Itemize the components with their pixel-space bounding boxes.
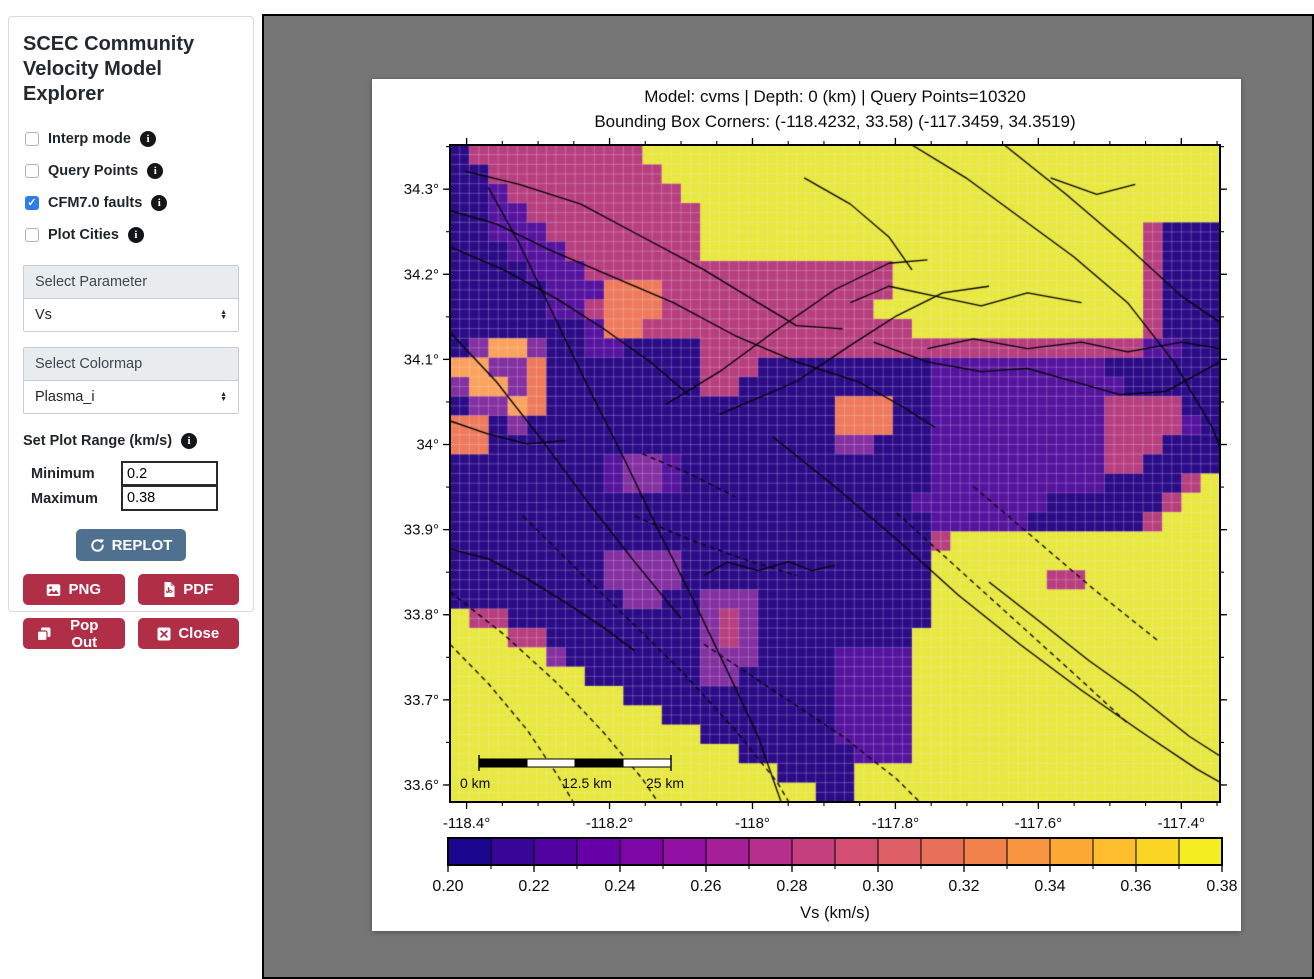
plot-stage: Model: cvms | Depth: 0 (km) | Query Poin… [262,14,1314,979]
colormap-select[interactable]: Select Colormap Plasma_i ▲ ▼ [23,347,239,414]
close-label: Close [178,625,220,642]
svg-text:0.32: 0.32 [948,878,979,895]
interp-mode-checkbox[interactable] [25,132,39,146]
pdf-button[interactable]: PDF [137,574,239,605]
cfm-faults-checkbox[interactable] [25,196,39,210]
figure: Model: cvms | Depth: 0 (km) | Query Poin… [372,79,1241,931]
svg-text:0.22: 0.22 [518,878,549,895]
svg-text:33.9°: 33.9° [404,522,439,539]
svg-text:-118°: -118° [735,815,770,832]
svg-text:0.38: 0.38 [1206,878,1237,895]
query-points-label: Query Points [48,163,139,179]
colormap-select-header: Select Colormap [24,348,238,381]
query-points-checkbox[interactable] [25,164,39,178]
png-button[interactable]: PNG [23,574,125,605]
colormap-select-value[interactable]: Plasma_i ▲ ▼ [24,381,238,413]
svg-text:0.34: 0.34 [1034,878,1065,895]
replot-label: REPLOT [111,536,173,554]
file-pdf-icon [164,582,175,597]
svg-text:34.2°: 34.2° [404,266,439,283]
maximum-label: Maximum [31,490,98,507]
colormap-selected: Plasma_i [35,389,95,405]
svg-text:0.28: 0.28 [776,878,807,895]
select-arrows-icon: ▲ ▼ [220,391,227,403]
svg-text:33.7°: 33.7° [404,692,439,709]
pop-out-label: Pop Out [70,616,99,651]
svg-text:-118.4°: -118.4° [443,815,490,832]
svg-text:-117.4°: -117.4° [1158,815,1205,832]
cfm-faults-label: CFM7.0 faults [48,195,143,211]
select-arrows-icon: ▲ ▼ [220,309,227,321]
maximum-row: Maximum [31,486,239,511]
plot-title-line2: Bounding Box Corners: (-118.4232, 33.58)… [594,112,1076,131]
close-button[interactable]: Close [137,618,239,649]
png-label: PNG [68,581,101,598]
info-icon[interactable]: i [127,227,144,243]
info-icon[interactable]: i [147,163,164,179]
app-title: SCEC Community Velocity Model Explorer [23,33,195,105]
plot-title-line1: Model: cvms | Depth: 0 (km) | Query Poin… [644,87,1026,106]
checkbox-row-plot-cities[interactable]: Plot Cities i [25,227,239,243]
svg-text:0.24: 0.24 [604,878,635,895]
info-icon[interactable]: i [139,131,156,147]
interp-mode-label: Interp mode [48,131,131,147]
parameter-select[interactable]: Select Parameter Vs ▲ ▼ [23,265,239,332]
pop-out-button[interactable]: Pop Out [23,616,125,651]
minimum-row: Minimum [31,461,239,486]
replot-button[interactable]: REPLOT [75,529,187,561]
svg-text:34.3°: 34.3° [404,181,439,198]
svg-text:Vs (km/s): Vs (km/s) [800,904,870,922]
svg-text:33.8°: 33.8° [404,607,439,624]
checkbox-row-interp-mode[interactable]: Interp mode i [25,131,239,147]
plot-range-heading: Set Plot Range (km/s) i [23,433,239,449]
svg-text:-118.2°: -118.2° [586,815,633,832]
svg-text:33.6°: 33.6° [404,777,439,794]
info-icon[interactable]: i [151,195,168,211]
info-icon[interactable]: i [181,433,198,449]
checkbox-row-query-points[interactable]: Query Points i [25,163,239,179]
svg-text:0.26: 0.26 [690,878,721,895]
parameter-selected: Vs [35,307,52,323]
checkbox-row-cfm-faults[interactable]: CFM7.0 faults i [25,195,239,211]
clone-icon [37,627,51,641]
pdf-label: PDF [183,581,214,598]
minimum-input[interactable] [121,461,218,486]
plot-cities-label: Plot Cities [48,227,119,243]
parameter-select-header: Select Parameter [24,266,238,299]
svg-text:34.1°: 34.1° [404,351,439,368]
parameter-select-value[interactable]: Vs ▲ ▼ [24,299,238,331]
plot-cities-checkbox[interactable] [25,228,39,242]
plot-range-label: Set Plot Range (km/s) [23,433,173,449]
svg-text:-117.8°: -117.8° [872,815,919,832]
svg-text:0.30: 0.30 [862,878,893,895]
svg-text:-117.6°: -117.6° [1015,815,1062,832]
image-icon [47,583,61,596]
svg-text:0.20: 0.20 [432,878,463,895]
svg-text:34°: 34° [416,437,439,454]
svg-text:0.36: 0.36 [1120,878,1151,895]
maximum-input[interactable] [121,486,218,511]
close-icon [157,627,171,640]
minimum-label: Minimum [31,465,95,482]
velocity-map-canvas [450,145,1220,802]
control-panel: SCEC Community Velocity Model Explorer I… [8,16,254,651]
refresh-icon [90,538,104,552]
